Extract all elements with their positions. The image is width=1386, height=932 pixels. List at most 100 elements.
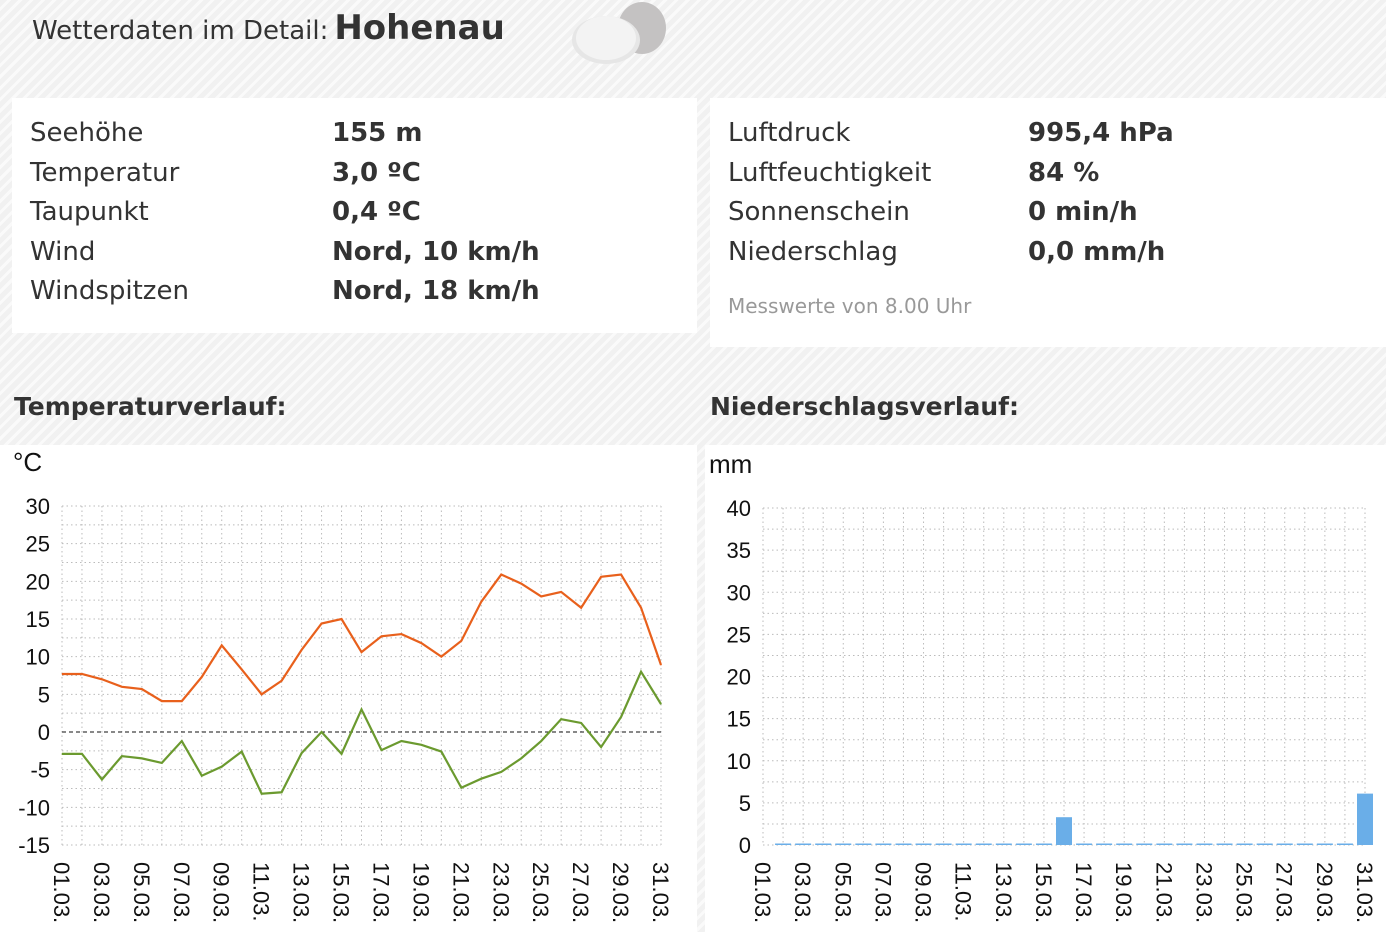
- data-label: Luftfeuchtigkeit: [728, 157, 932, 188]
- data-point: [380, 635, 382, 637]
- x-tick-label: 01.03.: [750, 862, 775, 923]
- data-point: [261, 693, 263, 695]
- precipitation-bar: [995, 843, 1012, 845]
- data-point: [121, 686, 123, 688]
- precipitation-bar: [1196, 843, 1213, 845]
- data-point: [540, 595, 542, 597]
- precipitation-bar: [1116, 843, 1133, 845]
- x-tick-label: 09.03.: [911, 862, 936, 923]
- data-point: [261, 793, 263, 795]
- page-title: Wetterdaten im Detail: Hohenau: [32, 8, 505, 48]
- x-tick-label: 29.03.: [1312, 862, 1337, 923]
- series-line-minimum: [62, 669, 662, 795]
- x-tick-label: 19.03.: [408, 862, 433, 923]
- data-point: [281, 791, 283, 793]
- x-tick-label: 27.03.: [568, 862, 593, 923]
- y-tick-label: 20: [727, 665, 751, 690]
- data-point: [520, 757, 522, 759]
- data-point: [201, 676, 203, 678]
- precipitation-bar: [1216, 843, 1233, 845]
- data-point: [460, 640, 462, 642]
- data-point: [161, 762, 163, 764]
- y-tick-label: 10: [727, 749, 751, 774]
- precipitation-bar: [955, 843, 972, 845]
- data-point: [321, 623, 323, 625]
- precipitation-bar: [1236, 843, 1253, 845]
- x-tick-label: 03.03.: [790, 862, 815, 923]
- y-tick-label: 30: [26, 494, 50, 519]
- data-point: [301, 649, 303, 651]
- data-value: 0,4 ºC: [332, 197, 421, 227]
- precipitation-bar: [1316, 843, 1333, 845]
- y-tick-label: 5: [38, 682, 50, 707]
- precipitation-bar: [1076, 843, 1093, 845]
- title-prefix: Wetterdaten im Detail:: [32, 16, 329, 46]
- data-value: Nord, 10 km/h: [332, 236, 540, 267]
- data-point: [181, 700, 183, 702]
- x-tick-label: 11.03.: [249, 862, 274, 922]
- x-tick-label: 27.03.: [1272, 862, 1297, 923]
- data-point: [181, 740, 183, 742]
- data-point: [81, 753, 83, 755]
- data-point: [101, 678, 103, 680]
- precipitation-chart: mm 40 35 30 25 20 15 10 5 0 01.03. 03.03. 05.03. 07.…: [705, 445, 1386, 932]
- x-tick-label: 07.03.: [870, 862, 895, 923]
- precipitation-bar: [1056, 817, 1072, 845]
- precipitation-bar: [1296, 843, 1313, 845]
- precipitation-bar: [1336, 843, 1353, 845]
- data-point: [61, 753, 63, 755]
- data-label: Windspitzen: [30, 276, 189, 306]
- data-point: [81, 673, 83, 675]
- data-point: [161, 700, 163, 702]
- data-point: [440, 656, 442, 658]
- x-tick-label: 17.03.: [1071, 862, 1096, 923]
- data-point: [121, 755, 123, 757]
- precipitation-unit: mm: [709, 449, 753, 479]
- precipitation-chart-title: Niederschlagsverlauf:: [710, 392, 1020, 421]
- station-data-right: Luftdruck 995,4 hPa Luftfeuchtigkeit 84 % So…: [710, 98, 1386, 347]
- data-point: [361, 651, 362, 653]
- precipitation-bar: [1256, 843, 1273, 845]
- precipitation-bar: [815, 843, 832, 845]
- data-point: [400, 740, 402, 742]
- data-point: [380, 749, 382, 751]
- data-point: [301, 752, 303, 754]
- precipitation-bar: [1357, 793, 1373, 845]
- y-tick-label: 20: [26, 569, 50, 594]
- y-tick-label: 25: [727, 622, 751, 647]
- x-tick-label: 15.03.: [329, 862, 354, 923]
- precipitation-bar: [895, 843, 912, 845]
- data-point: [241, 668, 243, 670]
- y-tick-label: 5: [739, 791, 751, 816]
- data-point: [141, 757, 143, 759]
- data-point: [420, 642, 422, 644]
- data-point: [141, 688, 143, 690]
- y-tick-label: 35: [727, 538, 751, 563]
- temperature-chart-svg: 30 25 20 15 10 5 0 -5 -10 -15 01.03. 03.03. 05.03. 07…: [18, 494, 673, 923]
- temperature-chart: °C 30 25 20 15 10 5 0 -5 -10 -15 01.03. 03.03. 05.03…: [0, 445, 697, 932]
- y-tick-label: -15: [18, 833, 50, 858]
- city-name: Hohenau: [334, 8, 505, 48]
- data-point: [580, 607, 582, 609]
- precipitation-bar: [1015, 843, 1032, 845]
- data-label: Wind: [30, 236, 96, 267]
- x-tick-label: 03.03.: [89, 862, 114, 923]
- measurement-time-note: Messwerte von 8.00 Uhr: [728, 294, 972, 318]
- data-point: [201, 775, 203, 777]
- data-point: [620, 716, 622, 718]
- data-point: [480, 601, 482, 603]
- precipitation-bar: [775, 843, 792, 845]
- data-point: [500, 574, 502, 576]
- data-point: [540, 740, 542, 742]
- data-label: Niederschlag: [728, 236, 898, 267]
- y-tick-label: -5: [30, 758, 50, 783]
- x-tick-label: 25.03.: [528, 862, 553, 923]
- x-tick-label: 29.03.: [608, 862, 633, 923]
- y-tick-label: 10: [26, 645, 50, 670]
- temperature-chart-title: Temperaturverlauf:: [14, 392, 287, 421]
- data-value: 3,0 ºC: [332, 157, 421, 188]
- data-point: [660, 664, 662, 666]
- data-value: 84 %: [1028, 157, 1100, 188]
- data-point: [460, 787, 462, 789]
- station-data-left: Seehöhe 155 m Temperatur 3,0 ºC Taupunkt 0,4 …: [12, 98, 697, 333]
